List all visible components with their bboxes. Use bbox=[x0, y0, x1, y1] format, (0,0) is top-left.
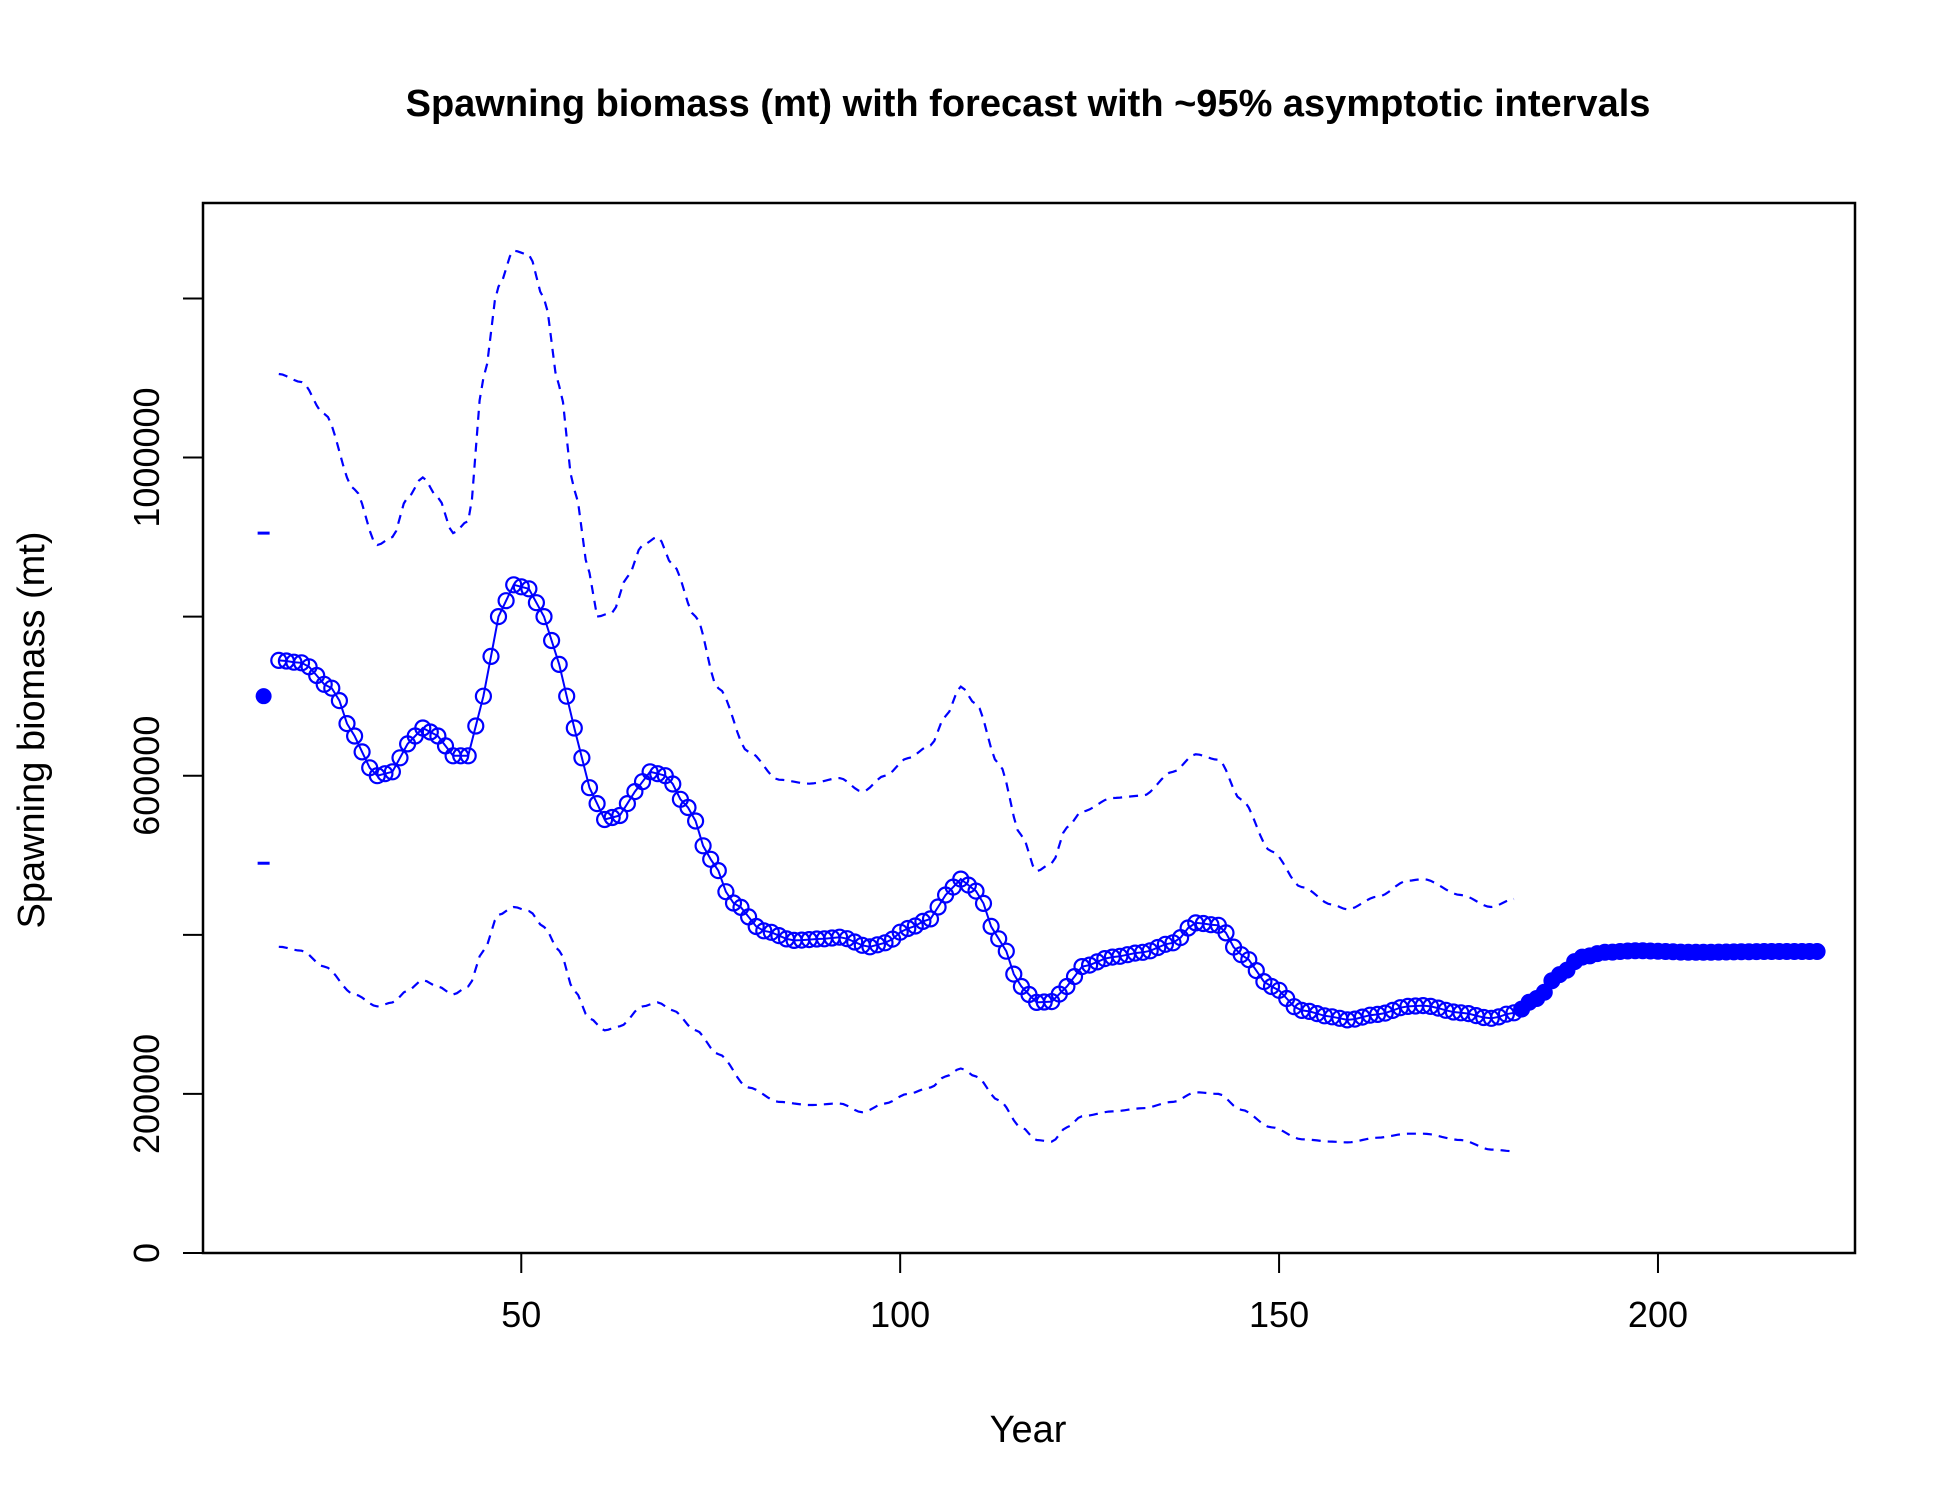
estimate-point bbox=[527, 594, 546, 612]
virgin-biomass-point bbox=[255, 688, 272, 705]
forecast-point bbox=[1808, 943, 1826, 960]
plot-frame bbox=[201, 201, 1857, 1255]
estimate-point bbox=[505, 576, 523, 594]
estimate-point bbox=[830, 928, 849, 946]
estimate-point bbox=[1490, 1008, 1508, 1026]
estimate-point bbox=[1429, 999, 1447, 1017]
y-axis-label: Spawning biomass (mt) bbox=[11, 531, 53, 928]
estimate-point bbox=[595, 810, 614, 829]
x-tick-label: 200 bbox=[1628, 1294, 1688, 1335]
upper-ci-line bbox=[278, 249, 1515, 911]
estimate-point bbox=[1141, 942, 1159, 960]
estimate-point bbox=[323, 679, 341, 697]
estimate-point bbox=[1482, 1009, 1500, 1027]
estimate-point bbox=[482, 647, 500, 666]
estimate-point bbox=[1376, 1004, 1394, 1022]
estimate-point bbox=[565, 719, 583, 737]
x-axis-label: Year bbox=[990, 1409, 1067, 1451]
y-tick-label: 600000 bbox=[126, 716, 167, 836]
estimate-point bbox=[346, 727, 364, 745]
estimate-point bbox=[459, 747, 477, 765]
estimate-point bbox=[489, 607, 508, 626]
estimate-point bbox=[542, 631, 561, 650]
estimate-point bbox=[452, 747, 470, 765]
estimate-point bbox=[990, 930, 1008, 948]
estimate-point bbox=[641, 763, 659, 781]
estimate-point bbox=[558, 687, 576, 705]
estimate-point bbox=[997, 942, 1015, 960]
estimate-point bbox=[535, 607, 553, 626]
axes-layer: 50 100 150 200 0 200000 600000 1000000 bbox=[126, 297, 1688, 1335]
estimate-point bbox=[838, 930, 856, 948]
estimate-point bbox=[285, 653, 303, 671]
estimate-point bbox=[573, 749, 591, 767]
estimate-point bbox=[580, 779, 599, 797]
estimate-point bbox=[618, 794, 637, 813]
estimate-point bbox=[1202, 916, 1220, 934]
estimate-point bbox=[1497, 1005, 1516, 1023]
estimate-point bbox=[762, 923, 780, 941]
estimate-point bbox=[664, 775, 682, 793]
estimate-point bbox=[1073, 957, 1091, 976]
estimate-point bbox=[921, 910, 940, 928]
estimate-point bbox=[1300, 1002, 1319, 1021]
estimate-point bbox=[603, 808, 621, 827]
estimate-point bbox=[330, 691, 348, 710]
estimate-point bbox=[1217, 924, 1235, 942]
estimate-point bbox=[846, 933, 864, 951]
estimate-point bbox=[1088, 953, 1106, 971]
chart-title: Spawning biomass (mt) with forecast with… bbox=[406, 83, 1651, 125]
estimate-point bbox=[755, 922, 773, 940]
estimate-point bbox=[611, 806, 629, 825]
estimate-point bbox=[974, 894, 993, 913]
x-tick-label: 50 bbox=[501, 1294, 541, 1335]
estimate-point bbox=[1080, 956, 1099, 974]
estimate-point bbox=[353, 743, 371, 761]
estimate-point bbox=[1459, 1004, 1478, 1023]
estimate-point bbox=[1149, 938, 1167, 957]
estimate-point bbox=[899, 919, 917, 938]
estimate-point bbox=[1156, 935, 1175, 953]
estimate-point bbox=[1035, 993, 1053, 1011]
estimate-point bbox=[982, 917, 1000, 936]
estimate-point bbox=[497, 592, 515, 610]
estimate-point bbox=[914, 912, 932, 931]
estimate-point bbox=[686, 812, 705, 830]
estimate-point bbox=[1421, 997, 1440, 1016]
estimate-point bbox=[929, 898, 947, 916]
estimate-point bbox=[588, 794, 606, 813]
estimate-point bbox=[474, 687, 492, 705]
y-tick-label: 1000000 bbox=[126, 387, 167, 527]
estimate-point bbox=[1384, 1001, 1402, 1020]
y-tick-label: 0 bbox=[126, 1243, 167, 1263]
estimate-point bbox=[709, 861, 727, 880]
estimate-point bbox=[679, 798, 697, 817]
estimate-point bbox=[383, 763, 401, 781]
estimate-point bbox=[467, 717, 485, 735]
x-tick-label: 100 bbox=[870, 1294, 930, 1335]
estimate-point bbox=[1134, 943, 1152, 961]
estimate-point bbox=[550, 655, 568, 674]
estimate-point bbox=[391, 749, 409, 767]
estimate-point bbox=[338, 714, 356, 733]
x-tick-label: 150 bbox=[1249, 1294, 1309, 1335]
series-layer bbox=[255, 249, 1826, 1153]
estimate-point bbox=[868, 936, 887, 954]
estimate-point bbox=[770, 926, 788, 945]
estimate-point bbox=[694, 837, 712, 855]
estimate-point bbox=[512, 578, 530, 596]
estimate-point bbox=[649, 765, 667, 783]
estimate-point bbox=[967, 882, 985, 900]
y-tick-label: 200000 bbox=[126, 1034, 167, 1154]
estimate-point bbox=[1005, 965, 1023, 983]
estimate-point bbox=[376, 765, 394, 783]
estimate-point bbox=[520, 580, 538, 598]
